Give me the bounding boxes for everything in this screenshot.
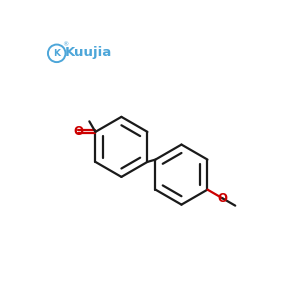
Text: K: K [53, 49, 60, 58]
Text: O: O [218, 192, 227, 205]
Text: Kuujia: Kuujia [64, 46, 112, 59]
Text: ®: ® [62, 42, 69, 47]
Text: O: O [73, 125, 83, 138]
